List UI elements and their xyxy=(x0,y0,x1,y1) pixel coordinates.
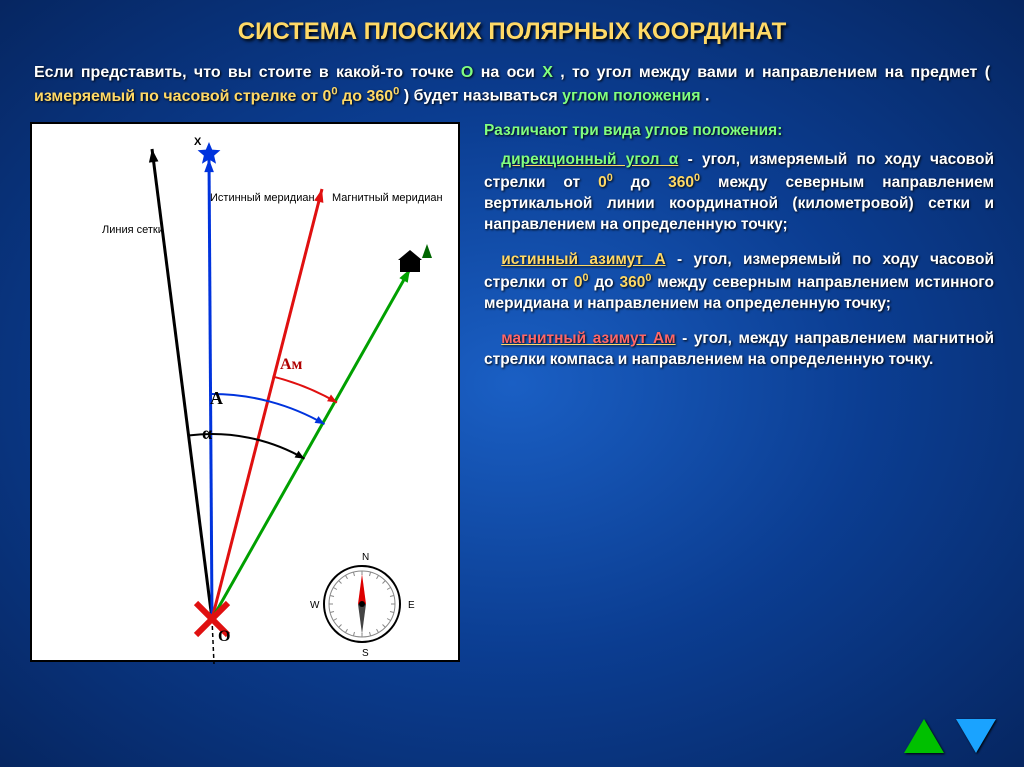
svg-text:W: W xyxy=(310,600,320,611)
deg: 3600 xyxy=(668,174,700,191)
text: до xyxy=(588,274,619,291)
magnetic-azimuth-para: __магнитный азимут Ам - угол, между напр… xyxy=(484,329,994,371)
deg: 3600 xyxy=(619,274,651,291)
label-X: Х xyxy=(194,136,201,148)
intro-point-O: О xyxy=(461,64,481,81)
prev-button[interactable] xyxy=(904,719,944,753)
label-true-meridian: Истинный меридиан xyxy=(210,192,315,204)
intro-text: ) будет называться xyxy=(404,88,562,105)
label-mag-meridian: Магнитный меридиан xyxy=(332,192,443,204)
svg-text:E: E xyxy=(408,600,415,611)
label-Am: Ам xyxy=(280,356,302,374)
intro-paragraph: Если представить, что вы стоите в какой-… xyxy=(0,46,1024,116)
intro-text: , то угол между вами и направлением на п… xyxy=(560,64,990,81)
label-alpha: α xyxy=(202,424,212,444)
diagram-svg: N S E W xyxy=(32,124,462,664)
diagram-container: N S E W Х Линия сетки Истинный меридиан Маг… xyxy=(30,122,460,662)
svg-text:N: N xyxy=(362,552,369,563)
label-O: О xyxy=(218,628,230,646)
intro-clockwise: измеряемый по часовой стрелке от 00 до 3… xyxy=(34,88,404,105)
intro-text: Если представить, что вы стоите в какой-… xyxy=(34,64,461,81)
true-azimuth-para: __истинный азимут А - угол, измеряемый п… xyxy=(484,250,994,315)
nav-buttons xyxy=(904,719,996,753)
deg: 00 xyxy=(598,174,613,191)
text: до xyxy=(613,174,668,191)
label-grid-line: Линия сетки xyxy=(102,224,164,236)
content-row: N S E W Х Линия сетки Истинный меридиан Маг… xyxy=(0,116,1024,662)
magnetic-azimuth-term: магнитный азимут Ам xyxy=(501,330,675,347)
intro-text: на оси xyxy=(481,64,543,81)
label-A: А xyxy=(210,389,223,409)
deg: 00 xyxy=(574,274,589,291)
direction-angle-para: __дирекционный угол α - угол, измеряемый… xyxy=(484,150,994,236)
next-button[interactable] xyxy=(956,719,996,753)
intro-axis-X: Х xyxy=(542,64,553,81)
svg-text:S: S xyxy=(362,648,369,659)
intro-text: . xyxy=(705,88,709,105)
page-title: СИСТЕМА ПЛОСКИХ ПОЛЯРНЫХ КООРДИНАТ xyxy=(0,0,1024,46)
text-column: Различают три вида углов положения: __ди… xyxy=(484,122,994,662)
intro-angle-term: углом положения xyxy=(562,88,700,105)
true-azimuth-term: истинный азимут А xyxy=(501,251,665,268)
polar-diagram: N S E W Х Линия сетки Истинный меридиан Маг… xyxy=(30,122,460,662)
angles-subheading: Различают три вида углов положения: xyxy=(484,122,994,140)
direction-angle-term: дирекционный угол α xyxy=(501,151,678,168)
